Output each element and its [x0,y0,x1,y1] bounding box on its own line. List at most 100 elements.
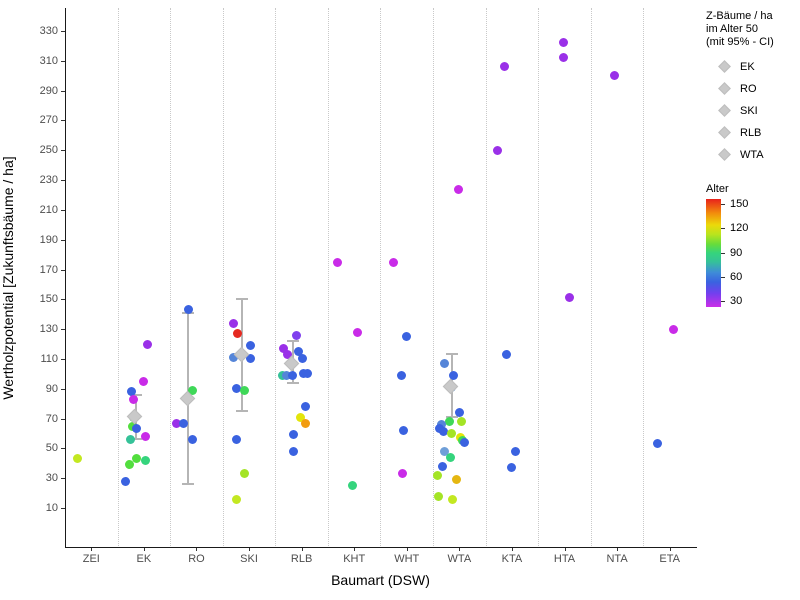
x-axis-line [65,547,697,548]
data-point-ski [228,352,238,362]
data-point-wht [397,469,407,479]
data-point-rlb [302,369,312,379]
ci-errorbar-cap-bottom [182,483,195,486]
colorbar-tick-mark [721,203,725,205]
legend-title-line2: im Alter 50 [706,23,758,35]
data-point-wta [460,437,470,447]
x-tick-label: WTA [447,553,472,565]
y-tick-mark [61,180,65,182]
data-point-wht [388,257,398,267]
x-tick-label: KHT [343,553,366,565]
ci-errorbar-cap-bottom [236,410,249,413]
y-tick-label: 210 [39,203,58,216]
ci-errorbar-cap-top [236,298,249,301]
y-tick-mark [61,329,65,331]
gridline [275,8,277,546]
data-point-wta [454,184,464,194]
colorbar-tick-label: 90 [730,246,743,259]
data-point-rlb [278,344,288,353]
data-point-rlb [295,412,305,422]
data-point-kta [502,349,512,359]
x-tick-mark [249,547,251,551]
data-point-ek [124,460,134,470]
x-tick-label: RO [188,553,205,565]
y-tick-label: 330 [39,25,58,37]
data-point-ek [128,394,138,404]
x-tick-mark [301,547,303,551]
data-point-kta [492,145,502,155]
colorbar-tick-mark [721,276,725,278]
colorbar-gradient [706,199,721,307]
data-point-nta [609,71,619,81]
data-point-ski [231,434,241,444]
ci-mean-diamond-ek [127,408,143,424]
x-tick-mark [617,547,619,551]
x-axis-title: Baumart (DSW) [331,572,430,588]
y-tick-label: 30 [45,472,58,485]
y-axis-line [65,8,66,548]
data-point-rlb [282,349,292,359]
y-tick-label: 50 [45,442,58,455]
colorbar-tick-mark [721,228,725,230]
legend-item-label: WTA [740,149,764,161]
legend-diamond-icon [718,126,731,139]
data-point-hta [558,38,568,48]
gridline [222,8,224,546]
x-tick-label: NTA [606,553,628,565]
legend-title-line3: (mit 95% - CI) [706,36,774,48]
y-tick-mark [61,120,65,122]
y-tick-label: 90 [45,382,58,395]
data-point-ski [239,385,249,395]
data-point-rlb [288,430,298,440]
ci-errorbar-cap-bottom [286,381,299,384]
y-tick-mark [61,239,65,241]
legend-title-line1: Z-Bäume / ha [706,10,773,22]
data-point-hta [565,293,575,303]
data-point-wta [434,491,444,501]
data-point-ski [232,329,242,339]
data-point-wta [447,494,457,504]
gridline [117,8,119,546]
colorbar-title: Alter [706,183,729,195]
y-tick-label: 230 [39,174,58,187]
x-tick-mark [143,547,145,551]
y-tick-label: 70 [45,412,58,425]
data-point-rlb [294,346,304,356]
y-tick-mark [61,388,65,390]
data-point-rlb [297,354,307,364]
x-tick-label: WHT [394,553,420,565]
y-tick-mark [61,448,65,450]
gridline [538,8,540,546]
data-point-kht [347,481,357,491]
data-point-ek [141,455,151,465]
y-tick-label: 290 [39,84,58,97]
gridline [433,8,435,546]
data-point-rlb [281,370,291,380]
data-point-ro [171,418,181,428]
colorbar-tick-mark [721,252,725,254]
data-point-rlb [300,402,310,412]
data-point-ek [125,434,135,444]
data-point-ek [140,431,150,441]
y-axis-title: Wertholzpotential [Zukunftsbäume / ha] [0,156,16,400]
data-point-ski [245,341,255,351]
data-point-ski [231,494,241,504]
y-tick-label: 10 [45,502,58,514]
x-tick-label: ETA [659,553,680,565]
y-tick-mark [61,508,65,509]
data-point-ek [121,476,131,486]
gridline [380,8,382,546]
data-point-wta [440,358,450,368]
legend-diamond-icon [718,148,731,161]
x-tick-mark [511,547,513,551]
data-point-ro [183,305,193,315]
data-point-ski [245,354,255,364]
data-point-eta [653,439,663,449]
y-tick-mark [61,150,65,152]
x-tick-mark [354,547,356,551]
y-tick-label: 170 [39,263,58,276]
x-tick-mark [459,547,461,551]
y-tick-label: 250 [39,144,58,157]
ci-errorbar-cap-top [286,340,299,343]
